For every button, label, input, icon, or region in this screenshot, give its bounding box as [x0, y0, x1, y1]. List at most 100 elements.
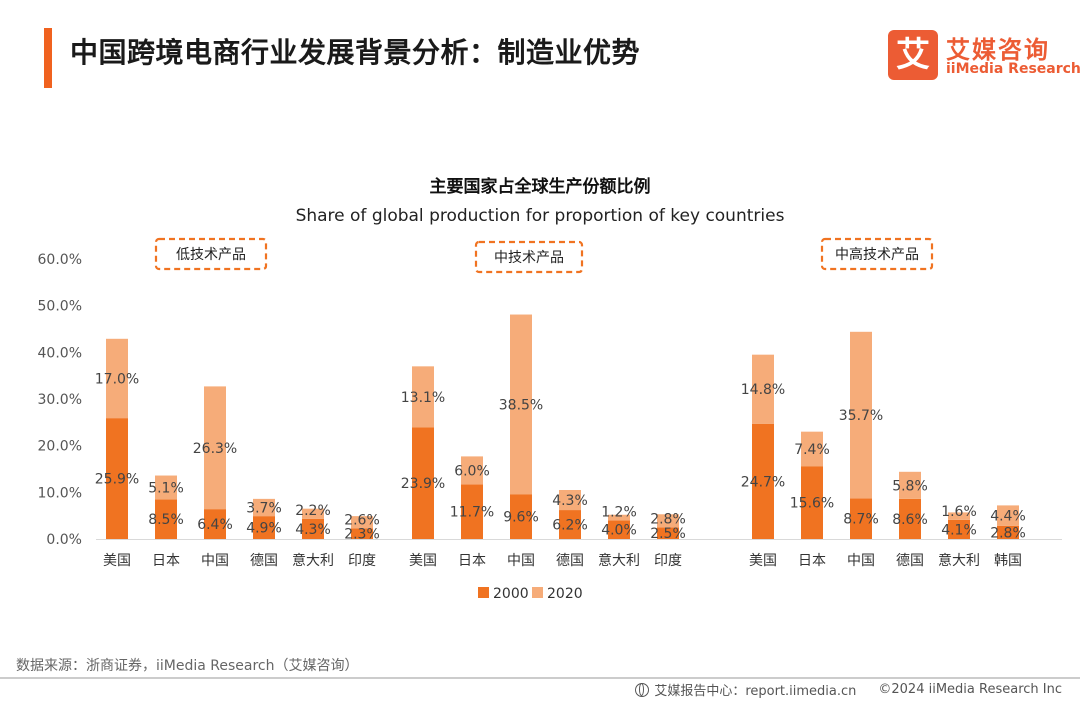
y-tick-label: 20.0%: [38, 439, 82, 455]
bar-2000: [559, 510, 581, 539]
x-tick-label: 意大利: [938, 552, 980, 569]
x-tick-label: 意大利: [292, 552, 334, 569]
data-label-2020: 13.1%: [401, 390, 445, 406]
data-label-2000: 2.8%: [990, 525, 1026, 541]
bar-2020: [850, 331, 872, 499]
data-label-2000: 15.6%: [790, 496, 834, 512]
footer-site: 艾媒报告中心：report.iimedia.cn: [654, 684, 857, 699]
x-tick-label: 印度: [348, 553, 376, 569]
data-label-2000: 8.7%: [843, 512, 879, 528]
bar-2020: [801, 431, 823, 467]
y-tick-label: 40.0%: [38, 345, 82, 361]
bar-2020: [412, 366, 434, 428]
data-label-2020: 3.7%: [246, 501, 282, 517]
x-tick-label: 中国: [507, 553, 535, 569]
x-tick-label: 德国: [896, 553, 924, 569]
x-tick-label: 德国: [250, 553, 278, 569]
data-label-2000: 8.5%: [148, 512, 184, 528]
data-label-2020: 6.0%: [454, 463, 490, 479]
bar-2020: [204, 386, 226, 510]
data-label-2020: 5.8%: [892, 478, 928, 494]
group-label-box: [474, 240, 584, 274]
data-label-2000: 6.2%: [552, 518, 588, 534]
bar-2020: [351, 516, 373, 529]
data-label-2020: 38.5%: [499, 397, 543, 413]
bar-2000: [106, 418, 128, 539]
data-label-2000: 24.7%: [741, 474, 785, 490]
bar-2020: [948, 512, 970, 520]
bar-2000: [997, 525, 1019, 539]
iimedia-logo: 艾 艾媒咨询 iiMedia Research: [888, 30, 1080, 82]
footer: 艾媒报告中心：report.iimedia.cn ©2024 iiMedia Re…: [635, 680, 1062, 699]
y-tick-label: 60.0%: [38, 252, 82, 268]
x-tick-label: 日本: [798, 553, 826, 569]
x-tick-label: 日本: [152, 553, 180, 569]
y-tick-label: 30.0%: [38, 392, 82, 408]
bar-2000: [752, 423, 774, 539]
data-label-2000: 6.4%: [197, 517, 233, 533]
data-label-2000: 11.7%: [450, 505, 494, 521]
data-label-2000: 4.3%: [295, 522, 331, 538]
y-tick-label: 0.0%: [46, 532, 82, 548]
data-label-2020: 14.8%: [741, 382, 785, 398]
data-label-2020: 7.4%: [794, 442, 830, 458]
data-label-2000: 8.6%: [892, 512, 928, 528]
bar-2000: [608, 520, 630, 539]
bar-2020: [899, 471, 921, 499]
bar-2020: [155, 475, 177, 500]
data-label-2020: 2.6%: [344, 512, 380, 528]
x-tick-label: 美国: [103, 553, 131, 569]
data-label-2000: 4.9%: [246, 521, 282, 537]
bar-2020: [657, 514, 679, 528]
x-tick-label: 中国: [847, 553, 875, 569]
logo-mark: 艾: [888, 30, 938, 80]
data-label-2000: 25.9%: [95, 472, 139, 488]
legend-label-2000: 2000: [493, 586, 529, 602]
data-label-2020: 1.6%: [941, 504, 977, 520]
group-label: 中技术产品: [494, 250, 564, 266]
bar-2000: [253, 516, 275, 539]
data-label-2020: 1.2%: [601, 504, 637, 520]
chart-title: 主要国家占全球生产份额比例: [429, 177, 651, 197]
data-label-2020: 4.4%: [990, 509, 1026, 525]
group-label: 低技术产品: [176, 247, 246, 263]
bar-2000: [461, 484, 483, 539]
bar-2000: [351, 528, 373, 539]
globe-icon: [635, 682, 650, 697]
legend-label-2020: 2020: [547, 586, 583, 602]
bar-2000: [657, 527, 679, 539]
bar-2020: [510, 314, 532, 495]
page-title: 中国跨境电商行业发展背景分析：制造业优势: [70, 36, 641, 69]
data-source: 数据来源：浙商证券，iiMedia Research（艾媒咨询）: [16, 658, 359, 674]
bar-2000: [204, 509, 226, 539]
x-tick-label: 中国: [201, 553, 229, 569]
data-label-2020: 4.3%: [552, 493, 588, 509]
x-tick-label: 日本: [458, 553, 486, 569]
logo-cn-text: 艾媒咨询: [946, 36, 1050, 64]
x-tick-label: 美国: [749, 553, 777, 569]
group-label-box: [820, 237, 934, 271]
bar-2000: [948, 519, 970, 539]
data-label-2000: 2.5%: [650, 526, 686, 542]
footer-divider: [0, 677, 1080, 679]
bar-2000: [155, 499, 177, 539]
x-tick-label: 印度: [654, 553, 682, 569]
footer-copyright: ©2024 iiMedia Research Inc: [878, 682, 1062, 697]
data-label-2020: 35.7%: [839, 408, 883, 424]
logo-en-text: iiMedia Research: [946, 61, 1080, 77]
stacked-bar-chart: 0.0% 10.0% 20.0% 30.0% 40.0% 50.0% 60.0% 低技术产品 2…: [38, 237, 1062, 602]
bar-2000: [899, 498, 921, 539]
x-tick-label: 德国: [556, 553, 584, 569]
x-tick-label: 韩国: [994, 553, 1022, 569]
data-label-2000: 9.6%: [503, 510, 539, 526]
data-label-2020: 5.1%: [148, 480, 184, 496]
bar-2000: [801, 466, 823, 539]
bar-2000: [302, 518, 324, 539]
chart-subtitle: Share of global production for proportio…: [295, 206, 785, 226]
y-tick-label: 50.0%: [38, 299, 82, 315]
legend-swatch-2000: [478, 587, 489, 598]
group-label: 中高技术产品: [835, 246, 919, 263]
bar-2000: [412, 427, 434, 539]
x-tick-label: 意大利: [598, 552, 640, 569]
bar-2020: [106, 338, 128, 419]
